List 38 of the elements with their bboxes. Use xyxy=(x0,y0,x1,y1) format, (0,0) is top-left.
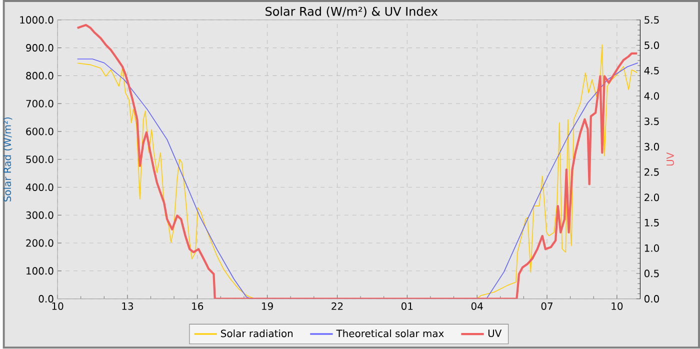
y2-tick-label: 0.5 xyxy=(644,270,659,278)
chart-title: Solar Rad (W/m²) & UV Index xyxy=(266,6,438,18)
y2-tick-label: 0.0 xyxy=(644,295,659,303)
y2-tick-label: 5.0 xyxy=(644,42,659,50)
x-tick-label: 16 xyxy=(192,302,204,310)
legend-label: UV xyxy=(488,330,502,338)
y2-tick-label: 5.5 xyxy=(644,16,659,24)
x-tick-label: 07 xyxy=(541,302,552,310)
y2-tick-label: 2.0 xyxy=(644,194,659,202)
y-tick-label: 500.0 xyxy=(26,156,54,164)
x-tick-label: 22 xyxy=(332,302,343,310)
x-tick-label: 13 xyxy=(122,302,134,310)
x-tick-label: 19 xyxy=(262,302,273,310)
x-tick-label: 10 xyxy=(52,302,64,310)
y2-tick-label: 1.0 xyxy=(644,244,659,252)
x-tick-label: 04 xyxy=(471,302,483,310)
x-tick-label: 10 xyxy=(612,302,623,310)
y-axis-title: Solar Rad (W/m²) xyxy=(3,118,12,202)
legend-label: Solar radiation xyxy=(221,330,293,338)
y2-tick-label: 3.0 xyxy=(644,143,659,151)
y2-tick-label: 4.0 xyxy=(644,92,659,100)
y-tick-label: 900.0 xyxy=(26,44,54,52)
y-tick-label: 1000.0 xyxy=(20,16,54,24)
y2-tick-label: 2.5 xyxy=(644,168,659,176)
x-tick-label: 01 xyxy=(402,302,413,310)
y2-tick-label: 3.5 xyxy=(644,118,659,126)
y2-tick-label: 1.5 xyxy=(644,219,659,227)
y-tick-label: 800.0 xyxy=(26,72,54,80)
y2-axis-title: UV xyxy=(666,152,674,166)
y-tick-label: 0.0 xyxy=(38,295,54,303)
y2-tick-label: 4.5 xyxy=(644,67,659,75)
y-tick-label: 200.0 xyxy=(26,239,54,247)
y-tick-label: 300.0 xyxy=(26,212,54,220)
y-tick-label: 700.0 xyxy=(26,100,54,108)
y-tick-label: 600.0 xyxy=(26,128,54,136)
legend-label: Theoretical solar max xyxy=(336,330,444,338)
y-tick-label: 100.0 xyxy=(26,267,54,275)
y-tick-label: 400.0 xyxy=(26,184,54,192)
